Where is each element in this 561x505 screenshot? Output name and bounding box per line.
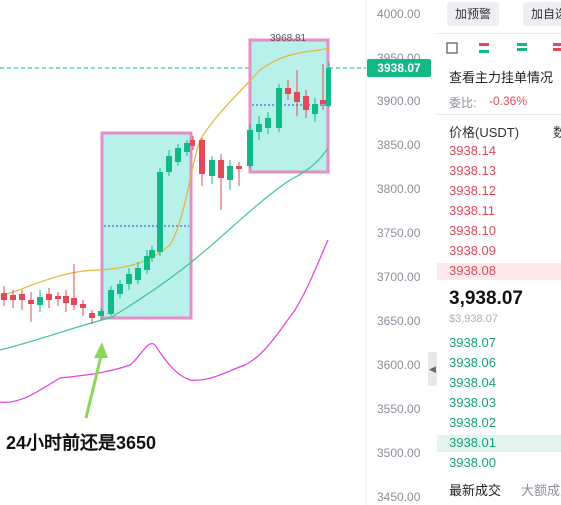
candle [126, 274, 132, 284]
candle [55, 296, 61, 299]
candle [166, 156, 172, 172]
candle [1, 293, 7, 300]
candle [144, 256, 150, 270]
bid-price-row[interactable]: 3938.07 [449, 335, 496, 350]
price-tick: 3700.00 [377, 270, 421, 284]
price-tick: 3500.00 [377, 446, 421, 460]
ask-price-row[interactable]: 3938.13 [449, 163, 496, 178]
candle [98, 311, 104, 316]
candle [265, 118, 271, 128]
annotation-arrowhead [94, 342, 108, 358]
ask-price-row[interactable]: 3938.11 [449, 203, 496, 218]
ratio-value: -0.36% [489, 94, 528, 108]
bid-price-row[interactable]: 3938.06 [449, 355, 496, 370]
candle [294, 92, 300, 102]
candle [71, 298, 77, 305]
ask-price-row[interactable]: 3938.14 [449, 143, 496, 158]
candle [276, 88, 282, 128]
layout-icon-1[interactable] [445, 41, 459, 55]
candle [227, 166, 233, 180]
bid-highlight [437, 435, 561, 452]
candle [247, 130, 253, 166]
view-main-orders-link[interactable]: 查看主力挂单情况 [449, 70, 554, 85]
candle [108, 290, 114, 314]
price-tick: 3550.00 [377, 402, 421, 416]
candle [326, 68, 331, 106]
candle [10, 295, 16, 300]
bid-price-row[interactable]: 3938.00 [449, 455, 496, 470]
candle [117, 284, 123, 294]
add-watchlist-button[interactable]: 加自选 [523, 2, 561, 26]
tab-large-trades[interactable]: 大额成交 [521, 483, 561, 498]
collapse-panel-handle[interactable]: ◀ [428, 352, 437, 386]
annotation-text: 24小时前还是3650 [6, 433, 157, 453]
ask-highlight [437, 263, 561, 280]
ma-short-line [0, 47, 331, 297]
column-header-quantity: 数 [553, 125, 561, 140]
candle [19, 294, 25, 300]
candle [28, 300, 34, 304]
candle [135, 268, 141, 280]
candle [199, 140, 205, 174]
candle [236, 166, 242, 169]
ask-price-row[interactable]: 3938.09 [449, 243, 496, 258]
ask-price-row[interactable]: 3938.12 [449, 183, 496, 198]
candle [303, 96, 309, 110]
candle [157, 172, 163, 252]
candle [209, 160, 215, 176]
candle [175, 148, 181, 162]
candlestick-chart[interactable] [0, 0, 437, 505]
last-price: 3,938.07 [449, 288, 523, 309]
current-price-tag: 3938.07 [367, 59, 431, 77]
indicator-line [0, 239, 329, 403]
candle [256, 124, 262, 132]
bid-price-row[interactable]: 3938.01 [449, 435, 496, 450]
annotation-arrow [84, 351, 104, 419]
candle [149, 250, 155, 258]
candle [190, 140, 195, 146]
ratio-label: 委比: [449, 96, 477, 110]
candle [46, 294, 52, 300]
price-tick: 3900.00 [377, 94, 421, 108]
price-tick: 3850.00 [377, 138, 421, 152]
ask-price-row[interactable]: 3938.10 [449, 223, 496, 238]
candle [285, 88, 291, 94]
divider [437, 33, 561, 34]
add-alert-button[interactable]: 加预警 [447, 2, 500, 26]
tab-latest-trades[interactable]: 最新成交 [449, 483, 502, 498]
bid-price-row[interactable]: 3938.03 [449, 395, 496, 410]
price-tick: 3650.00 [377, 314, 421, 328]
price-tick: 3450.00 [377, 490, 421, 504]
candle [80, 304, 86, 308]
order-book-panel: 加预警 加自选 查看主力挂单情况 委比: -0.36% 价格(USDT) 数 3… [437, 0, 561, 505]
price-tick: 3750.00 [377, 226, 421, 240]
candle [312, 104, 318, 114]
candles [1, 62, 331, 324]
layout-icon-4[interactable] [551, 41, 561, 55]
layout-icon-2[interactable] [477, 41, 491, 55]
price-tick: 3800.00 [377, 182, 421, 196]
candle [89, 313, 95, 318]
candle [37, 297, 43, 305]
price-tick: 3600.00 [377, 358, 421, 372]
ask-price-row[interactable]: 3938.08 [449, 263, 496, 278]
last-price-usd: $3,938.07 [449, 313, 498, 325]
layout-icon-3[interactable] [515, 41, 529, 55]
candle [320, 100, 326, 104]
column-header-price: 价格(USDT) [449, 125, 520, 140]
bid-price-row[interactable]: 3938.02 [449, 415, 496, 430]
bid-price-row[interactable]: 3938.04 [449, 375, 496, 390]
high-price-label: 3968.81 [270, 33, 307, 44]
divider [437, 114, 561, 115]
candle [218, 160, 224, 178]
candle [63, 296, 69, 303]
ma-long-line [0, 147, 329, 351]
candle [184, 143, 190, 152]
price-tick: 4000.00 [377, 7, 421, 21]
chart-area[interactable]: 3968.81 4000.00 3950.00 3900.00 3850.00 … [0, 0, 437, 505]
